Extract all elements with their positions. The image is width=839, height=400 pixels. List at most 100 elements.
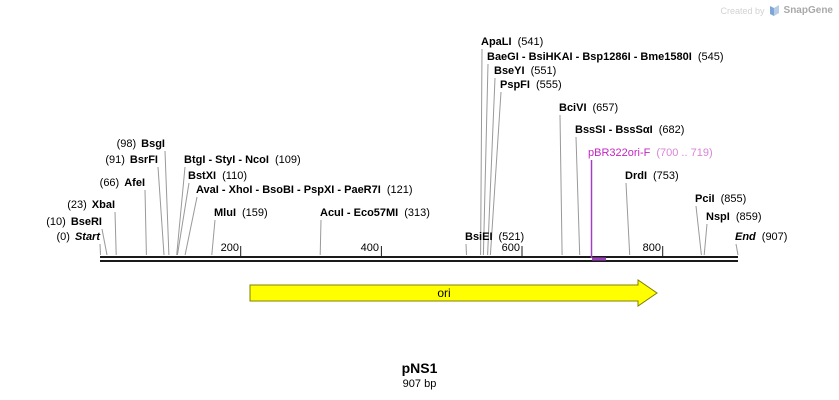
enzyme-name: BsiEI [465,231,493,243]
leader-line [176,166,186,256]
site-label-acui[interactable]: AcuI - Eco57MI (313) [320,207,430,220]
enzyme-name: PciI [695,193,715,205]
ruler-label-800: 800 [642,242,661,254]
enzyme-name: BseYI [494,65,525,77]
leader-line [703,223,708,256]
site-position: (682) [658,124,685,136]
enzyme-name: AvaI - XhoI - BsoBI - PspXI - PaeR7I [196,184,381,196]
site-position: (159) [242,207,268,219]
watermark-created-by: Created by [720,5,765,16]
site-position: (541) [517,36,544,48]
leader-line [575,136,581,256]
enzyme-name: ApaLI [481,36,512,48]
enzyme-name: BsrFI [129,154,158,166]
site-position: (110) [222,170,247,182]
site-label-btgi[interactable]: BtgI - StyI - NcoI (109) [184,154,301,167]
leader-line [480,48,483,256]
plasmid-title: pNS1 [401,360,438,376]
enzyme-name: Start [74,231,100,243]
ruler-label-200: 200 [220,242,239,254]
enzyme-name: AfeI [124,177,145,189]
site-label-apali[interactable]: ApaLI (541) [481,36,543,49]
leader-line [319,219,322,256]
site-position: (859) [735,211,762,223]
leader-line [487,77,496,256]
enzyme-name: End [735,231,756,243]
leader-line [735,243,739,256]
primer-annotation-lines [590,160,606,261]
leader-lines-layer [99,48,739,256]
enzyme-name: MluI [214,207,236,219]
site-position: (121) [386,184,413,196]
ori-feature-arrow[interactable] [249,279,658,307]
site-position: (313) [404,207,430,219]
plasmid-length: 907 bp [402,378,437,390]
site-label-nspi[interactable]: NspI (859) [706,211,762,224]
site-label-bsrfi[interactable]: (91) BsrFI [105,154,158,167]
leader-line [482,63,489,256]
leader-line [176,182,190,256]
site-label-start[interactable]: (0) Start [56,231,100,244]
site-label-bsiei[interactable]: BsiEI (521) [465,231,524,244]
site-label-xbai[interactable]: (23) XbaI [67,199,115,212]
site-label-end[interactable]: End (907) [735,231,787,244]
site-label-bcivi[interactable]: BciVI (657) [559,102,618,115]
primer-position: (700 .. 719) [656,147,713,159]
snapgene-logo-icon [769,5,779,16]
leader-line [101,228,108,256]
enzyme-name: BstXI [188,170,217,182]
site-label-avai[interactable]: AvaI - XhoI - BsoBI - PspXI - PaeR7I (121… [196,184,413,197]
site-position: (109) [274,154,301,166]
sequence-line [100,246,738,262]
leader-line [211,219,216,256]
leader-line [157,166,165,256]
enzyme-name: PspFI [500,79,530,91]
site-position: (98) [116,138,137,150]
enzyme-name: BtgI - StyI - NcoI [184,154,269,166]
site-position: (0) [56,231,70,243]
site-label-bseyi[interactable]: BseYI (551) [494,65,556,78]
site-label-pcii[interactable]: PciI (855) [695,193,746,206]
site-label-bsssi[interactable]: BssSI - BssSαI (682) [575,124,684,137]
leader-line [114,211,117,256]
site-position: (551) [530,65,557,77]
enzyme-name: AcuI - Eco57MI [320,207,399,219]
site-label-drdi[interactable]: DrdI (753) [625,170,679,183]
site-label-pspfi[interactable]: PspFI (555) [500,79,562,92]
enzyme-name: NspI [706,211,730,223]
ori-feature-label[interactable]: ori [437,286,451,300]
leader-line [695,205,702,256]
ruler-label-600: 600 [501,242,520,254]
leader-line [184,196,198,256]
enzyme-name: DrdI [625,170,647,182]
site-label-mlui[interactable]: MluI (159) [214,207,268,220]
site-label-baegi[interactable]: BaeGI - BsiHKAI - Bsp1286I - Bme1580I (54… [487,51,724,64]
enzyme-name: BseRI [70,216,102,228]
leader-line [559,114,563,256]
leader-line [465,243,467,256]
leader-line [489,91,502,256]
enzyme-name: XbaI [91,199,115,211]
site-label-bseri[interactable]: (10) BseRI [46,216,102,229]
site-position: (753) [653,170,679,182]
primer-label-pbr322ori-f[interactable]: pBR322ori-F (700 .. 719) [588,147,713,160]
site-position: (907) [761,231,788,243]
site-position: (855) [720,193,747,205]
site-label-bsgi[interactable]: (98) BsgI [117,138,165,151]
primer-name: pBR322ori-F [588,147,651,159]
leader-line [99,243,101,256]
leader-line [625,182,631,256]
site-position: (66) [99,177,120,189]
enzyme-name: BsgI [141,138,165,150]
site-position: (10) [46,216,66,228]
site-label-afei[interactable]: (66) AfeI [100,177,145,190]
watermark: Created by SnapGene [720,4,833,17]
site-position: (657) [592,102,619,114]
site-label-bstxi[interactable]: BstXI (110) [188,170,247,183]
site-position: (23) [67,199,87,211]
site-position: (545) [697,51,724,63]
ruler-label-400: 400 [360,242,379,254]
